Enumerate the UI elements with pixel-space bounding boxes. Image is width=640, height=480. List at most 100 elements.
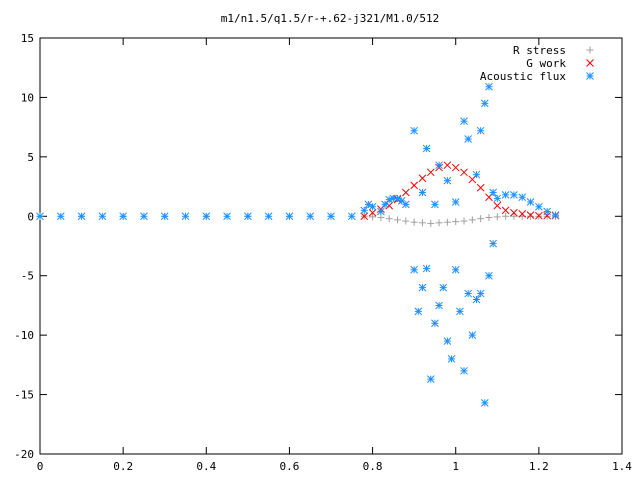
- marker-stroke: [439, 283, 448, 292]
- data-point: [527, 212, 535, 220]
- marker-stroke: [551, 211, 560, 219]
- data-point: [493, 201, 502, 210]
- data-point: [435, 219, 443, 227]
- marker-stroke: [202, 212, 211, 221]
- marker-stroke: [223, 212, 231, 221]
- x-tick-label: 0.4: [196, 460, 216, 473]
- marker-stroke: [418, 174, 427, 183]
- data-point: [426, 168, 435, 177]
- marker-stroke: [264, 212, 273, 221]
- data-point: [443, 218, 451, 226]
- y-tick-label: 0: [27, 210, 34, 223]
- data-point: [493, 213, 501, 221]
- marker-stroke: [510, 191, 518, 199]
- marker-stroke: [476, 289, 485, 298]
- plot-marks: [36, 82, 560, 407]
- y-tick-label: 5: [27, 151, 34, 164]
- data-point: [439, 283, 448, 292]
- data-point: [431, 200, 439, 209]
- marker-stroke: [397, 196, 406, 205]
- data-point: [360, 212, 369, 221]
- data-point: [526, 211, 535, 219]
- data-point: [369, 213, 377, 221]
- marker-stroke: [368, 208, 377, 217]
- data-point: [402, 217, 410, 225]
- legend-marker: [586, 59, 594, 67]
- marker-stroke: [535, 211, 543, 220]
- data-point: [98, 212, 107, 221]
- y-tick-label: -15: [14, 389, 34, 402]
- marker-stroke: [526, 211, 535, 219]
- marker-stroke: [244, 212, 252, 221]
- marker-stroke: [435, 301, 443, 310]
- data-point: [435, 161, 443, 170]
- marker-stroke: [422, 264, 431, 273]
- marker-stroke: [485, 271, 493, 280]
- data-point: [452, 218, 460, 226]
- marker-stroke: [77, 212, 86, 221]
- marker-stroke: [393, 194, 402, 203]
- data-point: [223, 212, 231, 221]
- data-point: [551, 211, 560, 219]
- legend-marker: [586, 46, 594, 54]
- marker-stroke: [501, 206, 510, 215]
- data-point: [306, 212, 315, 221]
- marker-stroke: [401, 188, 410, 197]
- marker-stroke: [377, 207, 385, 216]
- data-point: [368, 208, 377, 217]
- data-point: [347, 212, 356, 221]
- marker-stroke: [285, 212, 294, 221]
- data-point: [377, 213, 385, 221]
- legend-marker: [586, 72, 594, 80]
- marker-stroke: [443, 161, 452, 170]
- marker-stroke: [526, 198, 535, 206]
- data-point: [418, 219, 426, 227]
- data-point: [327, 212, 335, 221]
- marker-stroke: [98, 212, 107, 221]
- data-point: [443, 161, 452, 170]
- data-point: [476, 126, 485, 135]
- data-point: [401, 200, 410, 209]
- data-point: [377, 207, 385, 216]
- data-point: [385, 215, 393, 223]
- data-point: [410, 265, 418, 274]
- data-point: [56, 212, 65, 221]
- data-point: [36, 212, 44, 221]
- data-point: [140, 212, 148, 221]
- data-point: [414, 307, 423, 316]
- series-g-work: [360, 161, 560, 221]
- marker-stroke: [443, 337, 452, 345]
- marker-stroke: [410, 181, 418, 190]
- marker-stroke: [431, 319, 439, 328]
- data-point: [485, 213, 493, 221]
- x-tick-label: 0.6: [279, 460, 299, 473]
- marker-stroke: [360, 206, 369, 215]
- marker-stroke: [501, 191, 510, 199]
- legend-label: R stress: [513, 44, 566, 57]
- marker-stroke: [460, 117, 468, 126]
- data-point: [464, 135, 473, 143]
- data-point: [422, 144, 431, 153]
- marker-stroke: [422, 144, 431, 153]
- data-point: [501, 191, 510, 199]
- data-point: [460, 217, 468, 225]
- data-point: [244, 212, 252, 221]
- data-point: [443, 176, 452, 185]
- data-point: [510, 212, 518, 220]
- marker-stroke: [586, 72, 594, 80]
- marker-stroke: [56, 212, 65, 221]
- data-point: [518, 210, 527, 218]
- data-point: [502, 212, 510, 220]
- marker-stroke: [360, 212, 369, 221]
- marker-stroke: [140, 212, 148, 221]
- marker-stroke: [485, 82, 493, 91]
- marker-stroke: [460, 168, 468, 177]
- data-point: [394, 216, 402, 224]
- marker-stroke: [472, 295, 481, 304]
- marker-stroke: [464, 289, 473, 298]
- data-point: [460, 117, 468, 126]
- marker-stroke: [447, 355, 456, 363]
- x-tick-label: 1.4: [612, 460, 632, 473]
- data-point: [510, 208, 518, 217]
